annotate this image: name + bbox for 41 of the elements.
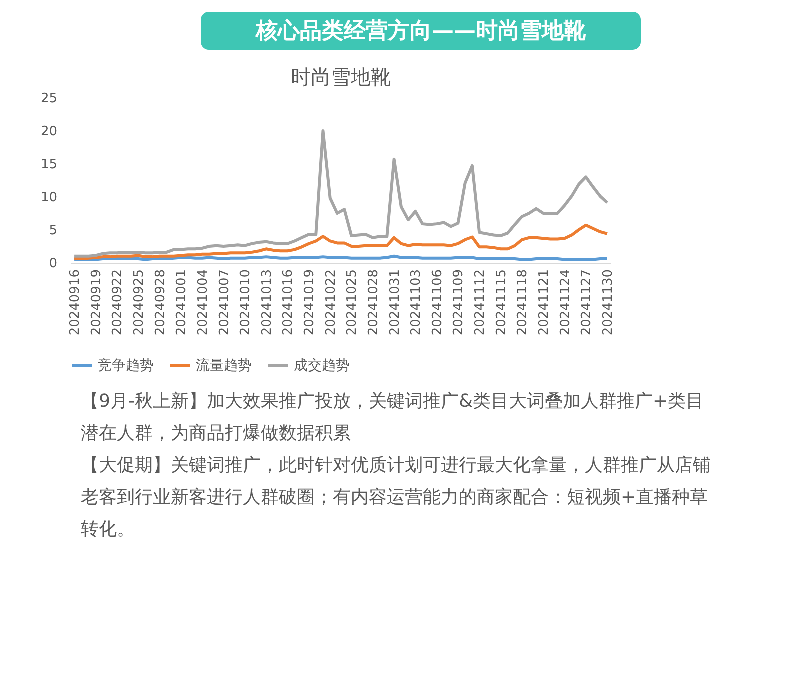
x-tick-label: 20240919	[89, 270, 104, 336]
x-tick-label: 20241025	[345, 270, 360, 336]
legend-label: 流量趋势	[196, 358, 252, 374]
y-tick-label: 10	[40, 190, 58, 206]
x-tick-label: 20241028	[366, 270, 382, 336]
y-tick-label: 5	[49, 224, 58, 238]
x-tick-label: 20241121	[537, 270, 552, 336]
x-tick-label: 20241016	[281, 270, 296, 336]
x-tick-label: 20241013	[260, 270, 275, 336]
x-tick-label: 20241115	[494, 270, 510, 336]
line-series	[73, 130, 609, 258]
x-tick-label: 20241118	[516, 270, 531, 336]
x-tick-label: 20240922	[110, 270, 126, 336]
x-tick-label: 20241001	[174, 270, 190, 336]
x-tick-label: 20240928	[153, 270, 168, 336]
x-tick-label: 20241106	[430, 270, 446, 336]
x-tick-label: 20241004	[196, 270, 211, 336]
x-tick-label: 20241007	[217, 270, 232, 336]
y-tick-label: 15	[40, 158, 58, 172]
x-tick-label: 20240916	[68, 270, 84, 336]
x-tick-label: 20241031	[388, 270, 403, 336]
y-tick-label: 25	[40, 92, 58, 106]
chart-title: 核心品类经营方向——时尚雪地靴	[255, 18, 587, 44]
legend-label: 成交趋势	[294, 358, 350, 374]
x-tick-label: 20241103	[409, 270, 424, 336]
x-tick-label: 20241112	[473, 270, 488, 336]
x-tick-label: 20241127	[580, 270, 595, 336]
line-series	[73, 224, 609, 261]
y-tick-label: 20	[40, 124, 58, 140]
x-tick-label: 20241124	[558, 270, 574, 336]
text: 【9月-秋上新】加大效果推广投放，关键词推广&类目大词叠加人群推广+类目潜在人群，为商品打爆做数据积累	[81, 391, 704, 444]
x-tick-label: 20240925	[132, 270, 147, 336]
x-tick-label: 20241010	[238, 270, 254, 336]
x-tick-label: 20241130	[600, 270, 616, 336]
legend-label: 竞争趋势	[98, 358, 154, 374]
x-tick-label: 20241019	[302, 270, 318, 336]
y-tick-label: 0	[49, 256, 58, 272]
x-tick-label: 20241022	[324, 270, 339, 336]
chart-subtitle: 时尚雪地靴	[291, 65, 391, 89]
x-tick-label: 20241109	[452, 270, 467, 336]
text: 【大促期】关键词推广，此时针对优质计划可进行最大化拿量，人群推广从店铺老客到行业新客进行人群破圈；有内容运营能力的商家配合：短视频+直播种草转化。	[81, 455, 711, 540]
